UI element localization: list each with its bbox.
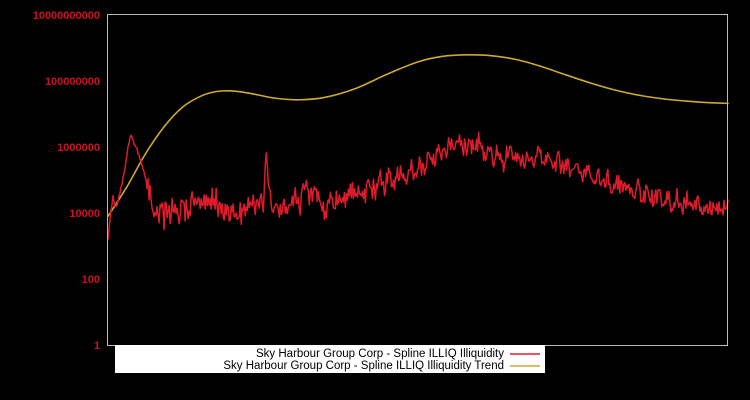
y-tick-label: 100000000 xyxy=(45,76,100,88)
y-axis-tick-labels: 10000000000 100000000 1000000 10000 100 … xyxy=(33,10,100,352)
y-tick-label: 10000 xyxy=(69,208,100,220)
legend-box xyxy=(115,345,545,373)
series-line-trend xyxy=(107,54,729,217)
series-line-illiquidity xyxy=(107,131,729,240)
y-tick-label: 1000000 xyxy=(57,142,100,154)
y-tick-label: 10000000000 xyxy=(33,10,100,22)
legend-entry-label: Sky Harbour Group Corp - Spline ILLIQ Il… xyxy=(256,348,504,360)
y-tick-label: 100 xyxy=(82,274,100,286)
legend-entry-label: Sky Harbour Group Corp - Spline ILLIQ Il… xyxy=(223,360,504,372)
y-tick-label: 1 xyxy=(94,340,100,352)
